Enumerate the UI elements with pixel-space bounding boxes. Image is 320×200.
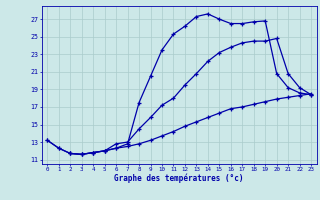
X-axis label: Graphe des températures (°c): Graphe des températures (°c) <box>115 174 244 183</box>
